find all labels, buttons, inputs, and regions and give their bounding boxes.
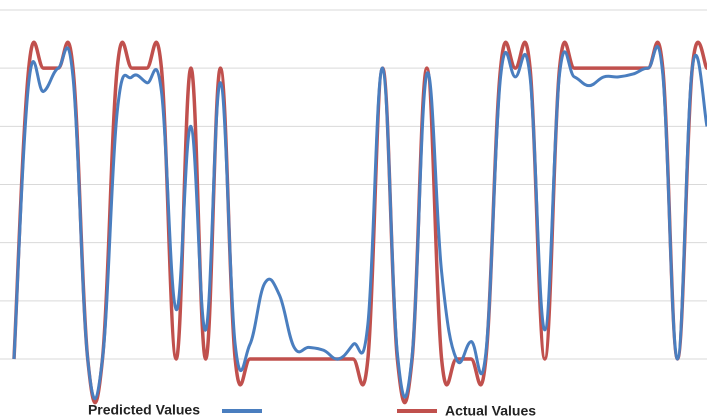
legend-label: Predicted Values xyxy=(88,402,200,418)
legend: Predicted Values Actual Values xyxy=(88,402,536,419)
legend-label: Actual Values xyxy=(445,403,536,419)
series-line xyxy=(12,45,707,401)
series-line xyxy=(12,40,707,405)
plot-area xyxy=(12,40,707,405)
